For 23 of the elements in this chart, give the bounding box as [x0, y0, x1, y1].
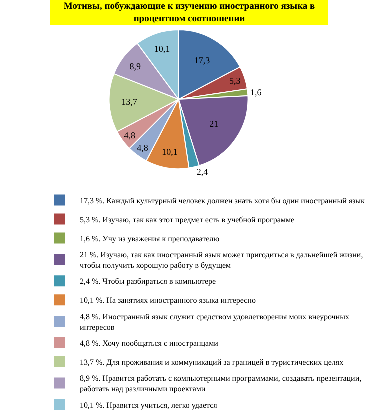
legend-label: 8,9 %. Нравится работать с компьютерными программами, создавать презентации, работать над различными проектами [80, 374, 362, 394]
data-label: 17,3 [194, 55, 211, 66]
data-label: 4,8 [137, 143, 149, 154]
data-label: 2,4 [196, 167, 209, 178]
legend-label: 4,8 %. Иностранный язык служит средством удовлетворения моих внеурочных интересов [80, 312, 350, 332]
legend-label: 1,6 %. Учу из уважения к преподавателю [80, 234, 220, 244]
chart-title: Мотивы, побуждающие к изучению иностранного языка в процентном соотношении [64, 2, 316, 24]
data-label: 5,3 [230, 76, 242, 86]
legend-label: 5,3 %. Изучаю, так как этот предмет есть в учебной программе [80, 215, 296, 224]
legend-label: 21 %. Изучаю, так как иностранный язык может пригодиться в дальнейшей жизни, чтобы получить хорошую работу в будущем [80, 250, 364, 270]
data-label: 21 [210, 119, 219, 130]
legend-label: 13,7 %. Для проживания и коммуникаций за границей в туристических целях [80, 358, 344, 367]
data-label: 10,1 [162, 146, 178, 157]
data-label: 4,8 [124, 130, 136, 140]
data-label: 8,9 [130, 61, 142, 72]
legend-label: 4,8 %. Хочу пообщаться с иностранцами [80, 338, 220, 348]
legend-label: 17,3 %. Каждый культурный человек должен знать хотя бы один иностранный язык [80, 196, 366, 206]
legend-label: 10,1 %. Нравится учиться, легко удается [80, 400, 218, 410]
legend-label: 2,4 %. Чтобы разбираться в компьютере [80, 277, 216, 286]
data-label: 1,6 [250, 87, 262, 98]
data-label: 13,7 [122, 97, 138, 108]
legend-label: 10,1 %. На занятиях иностранного языка интересно [80, 296, 256, 306]
data-label: 10,1 [154, 44, 170, 54]
